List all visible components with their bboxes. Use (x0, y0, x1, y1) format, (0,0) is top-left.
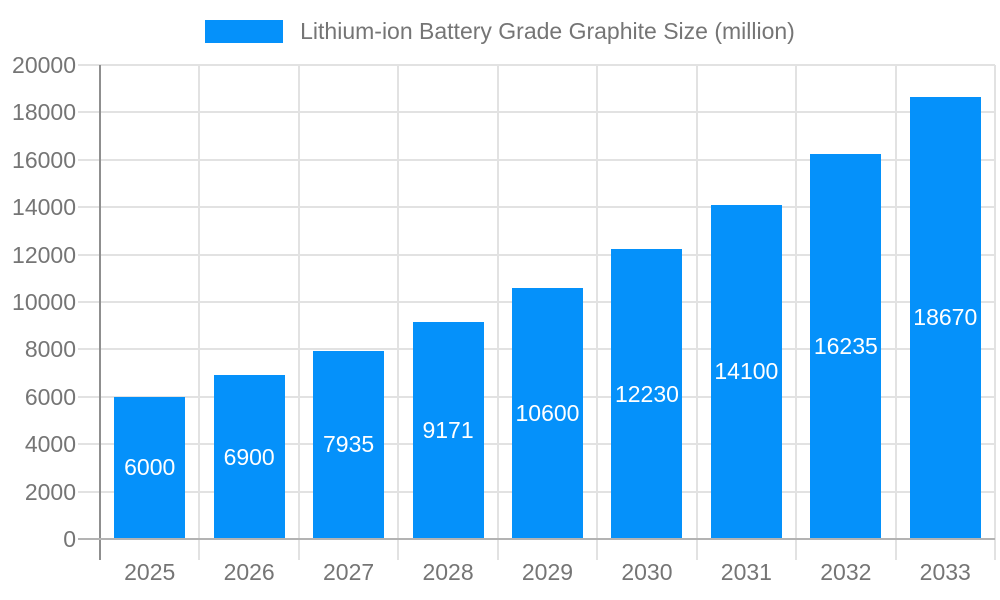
bar-value-label: 6000 (124, 454, 176, 481)
gridline-horizontal (78, 111, 995, 114)
gridline-vertical (397, 65, 400, 560)
bar-value-label: 18670 (913, 304, 978, 331)
y-axis-tick-label: 8000 (24, 336, 76, 363)
bar: 7935 (313, 350, 385, 539)
bar-value-label: 7935 (323, 431, 375, 458)
bar-value-label: 9171 (422, 416, 474, 443)
y-axis-tick-label: 4000 (24, 431, 76, 458)
y-axis-tick-label: 10000 (12, 289, 76, 315)
gridline-horizontal (78, 253, 995, 256)
x-axis-tick-label: 2029 (521, 559, 574, 585)
x-axis-tick-label: 2027 (323, 559, 375, 585)
x-axis-tick-label: 2032 (820, 559, 872, 585)
gridline-vertical (198, 65, 201, 560)
gridline-vertical (297, 65, 300, 560)
gridline-horizontal (78, 64, 995, 66)
bar-value-label: 14100 (714, 358, 779, 385)
legend-swatch (205, 20, 284, 43)
y-axis-tick-label: 6000 (24, 383, 76, 410)
bar: 18670 (909, 96, 981, 539)
gridline-vertical (695, 65, 698, 560)
y-axis-tick-label: 0 (63, 526, 76, 552)
gridline-vertical (795, 65, 798, 560)
x-axis-tick-label: 2033 (919, 559, 971, 585)
gridline-vertical (496, 65, 499, 560)
x-axis-tick-label: 2028 (422, 559, 474, 585)
x-axis-tick-label: 2026 (223, 559, 275, 585)
bar: 12230 (611, 249, 683, 539)
x-axis-tick-label: 2031 (720, 559, 772, 585)
legend: Lithium-ion Battery Grade Graphite Size … (0, 18, 1000, 45)
bar: 6900 (213, 375, 285, 539)
bar: 10600 (512, 287, 583, 539)
bar: 14100 (710, 204, 782, 539)
y-axis-tick-label: 16000 (12, 146, 76, 173)
y-axis-tick-label: 12000 (12, 241, 76, 268)
bar-value-label: 10600 (515, 399, 580, 426)
gridline-vertical (596, 65, 599, 560)
legend-label: Lithium-ion Battery Grade Graphite Size … (300, 18, 795, 44)
gridline-vertical (994, 65, 996, 560)
bar: 6000 (114, 396, 186, 539)
gridline-vertical (894, 65, 897, 560)
y-axis-tick-label: 18000 (12, 99, 76, 126)
y-axis-line (99, 65, 101, 560)
bar: 16235 (810, 154, 882, 539)
gridline-horizontal (78, 206, 995, 209)
bar-value-label: 16235 (813, 333, 878, 360)
bar: 9171 (412, 321, 484, 539)
bar-value-label: 6900 (223, 443, 275, 470)
bar-value-label: 12230 (614, 380, 679, 407)
y-axis-tick-label: 2000 (24, 478, 76, 505)
x-axis-tick-label: 2025 (124, 559, 176, 585)
y-axis-tick-label: 20000 (12, 52, 76, 78)
x-axis-line (78, 538, 995, 540)
x-axis-tick-label: 2030 (621, 559, 673, 585)
y-axis-tick-label: 14000 (12, 194, 76, 221)
gridline-horizontal (78, 158, 995, 161)
